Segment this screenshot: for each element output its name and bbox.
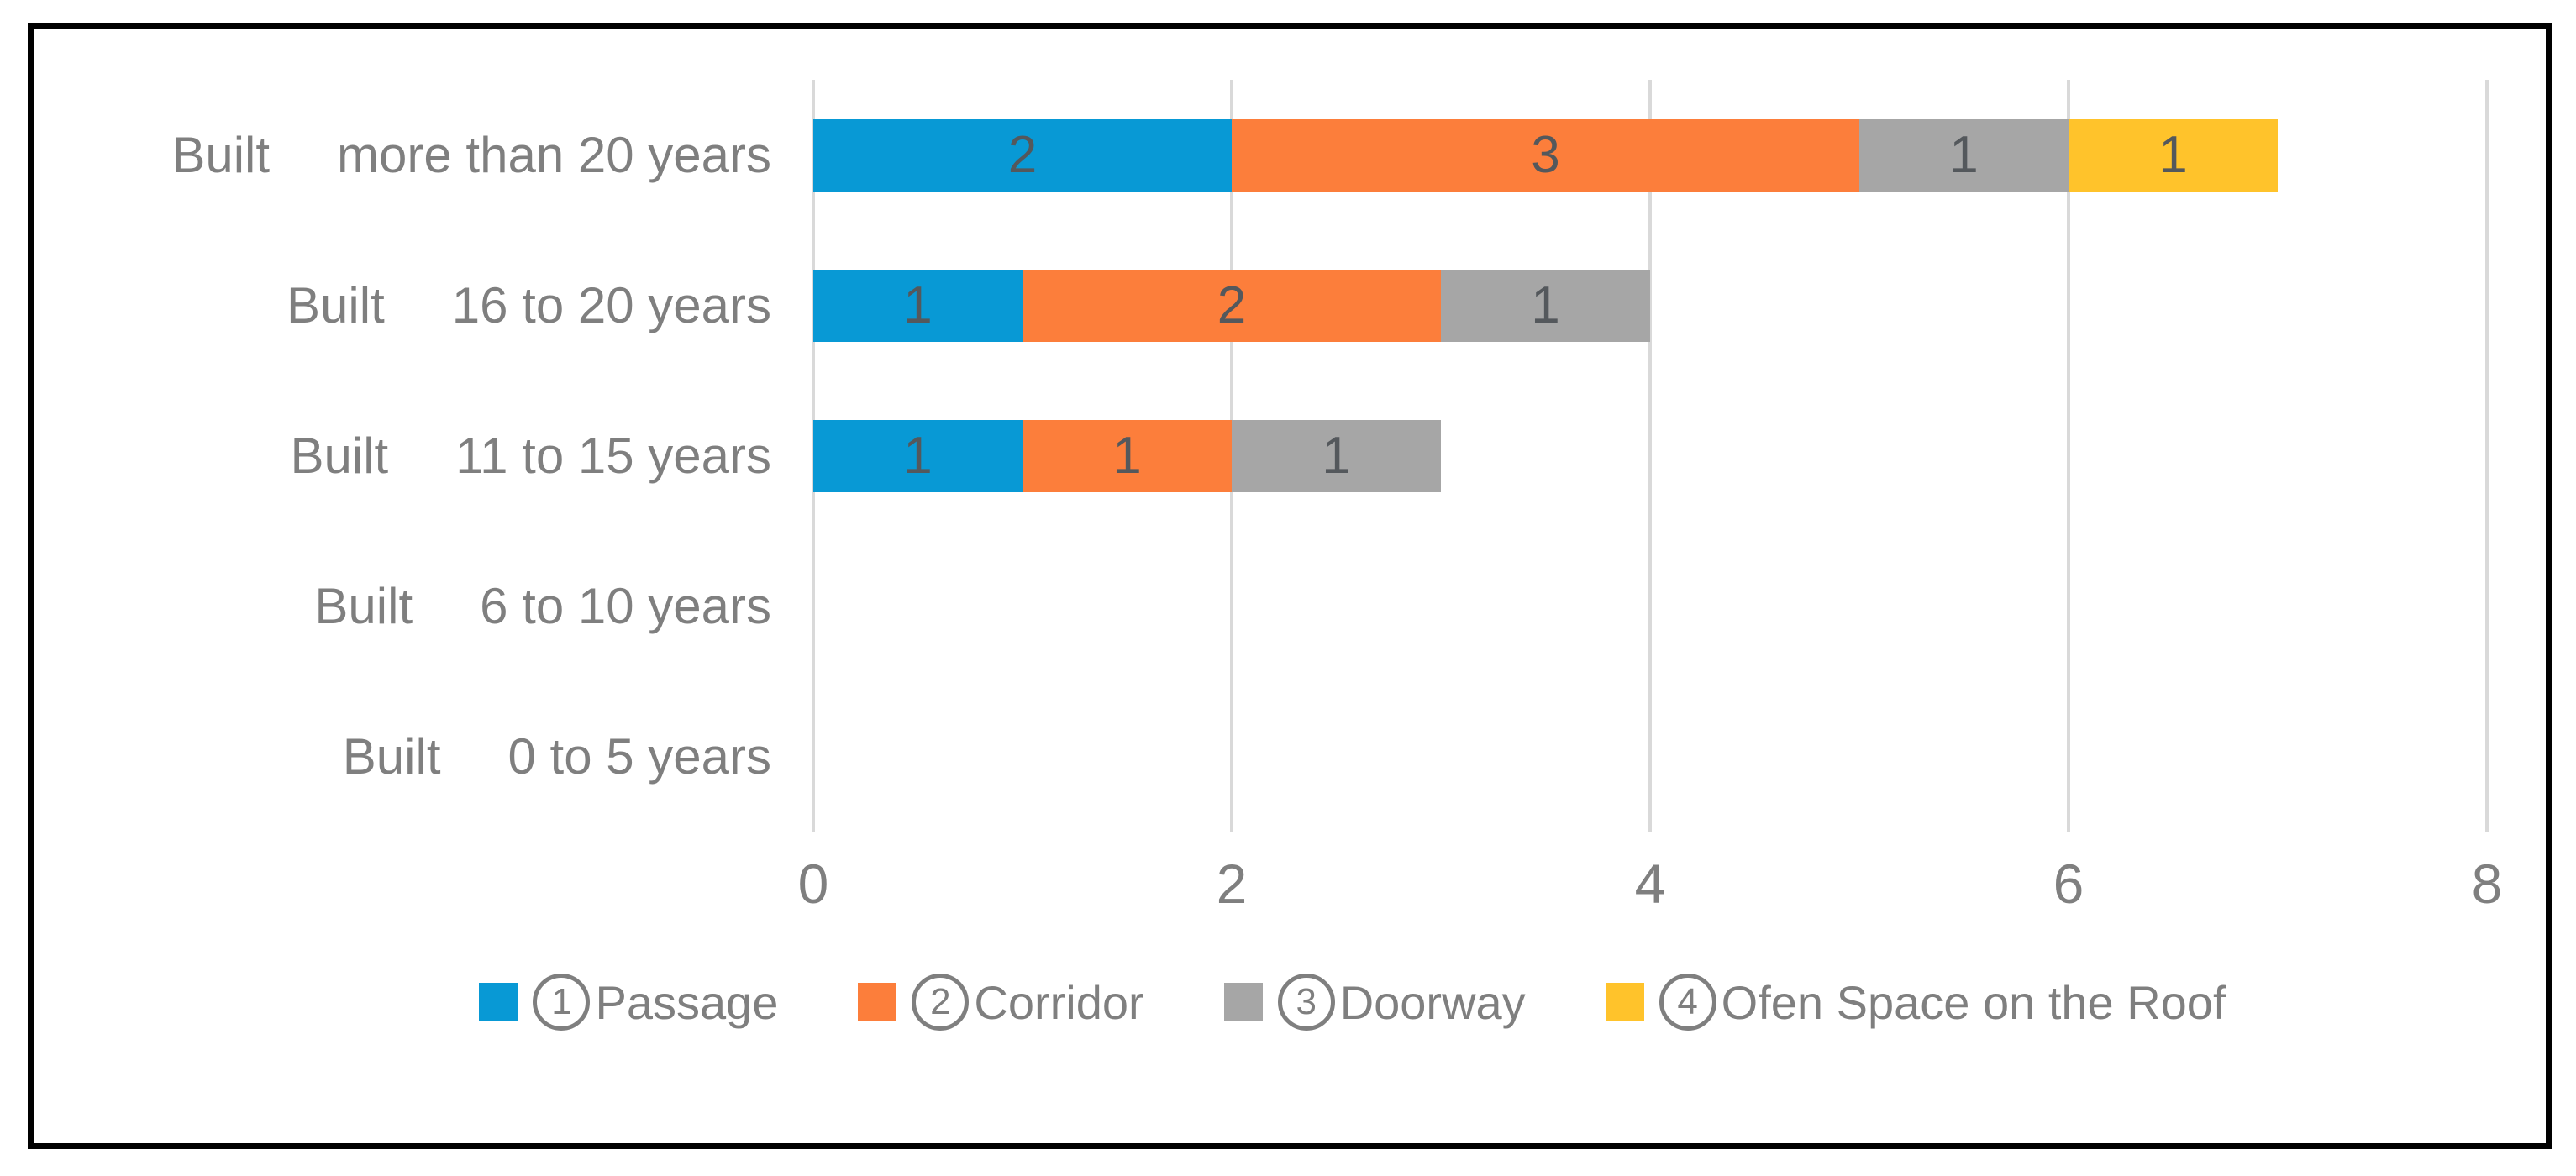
category-label-range: 11 to 15 years xyxy=(455,428,771,484)
legend-entry: 4 Ofen Space on the Roof xyxy=(1659,974,2226,1031)
category-label: Built 6 to 10 years xyxy=(34,531,771,681)
legend-item-doorway: 3 Doorway xyxy=(1223,974,1526,1031)
category-label-range: 0 to 5 years xyxy=(507,728,771,785)
legend-series-label: Doorway xyxy=(1339,975,1526,1029)
bar-segment-doorway: 1 xyxy=(1232,419,1441,492)
bar-stack: 1 2 1 xyxy=(813,269,2487,342)
category-label-prefix: Built xyxy=(287,277,385,333)
x-axis: 0 2 4 6 8 xyxy=(798,852,2503,927)
category-label-range: more than 20 years xyxy=(337,127,771,183)
category-label-prefix: Built xyxy=(290,428,389,484)
bar-stack: 2 3 1 1 xyxy=(813,118,2487,192)
legend-item-passage: 1 Passage xyxy=(479,974,778,1031)
legend-series-label: Ofen Space on the Roof xyxy=(1721,975,2226,1029)
legend-number-circle: 2 xyxy=(912,974,970,1031)
data-label: 2 xyxy=(1217,276,1247,334)
category-label-prefix: Built xyxy=(314,578,413,634)
legend-swatch-corridor xyxy=(858,983,897,1021)
legend-swatch-doorway xyxy=(1223,983,1263,1021)
bar-row: 1 1 1 xyxy=(813,381,2487,531)
legend-series-label: Corridor xyxy=(974,975,1144,1029)
legend: 1 Passage 2 Corridor 3 Doorway 4 Ofen Space on … xyxy=(34,974,2546,1031)
legend-number-circle: 4 xyxy=(1659,974,1716,1031)
bar-segment-corridor: 3 xyxy=(1232,118,1859,192)
legend-entry: 1 Passage xyxy=(533,974,778,1031)
bar-segment-doorway: 1 xyxy=(1441,269,1650,342)
chart-frame: Built more than 20 years Built 16 to 20 yea… xyxy=(28,23,2552,1149)
bar-segment-passage: 1 xyxy=(813,419,1023,492)
bar-segment-corridor: 2 xyxy=(1023,269,1441,342)
category-label: Built more than 20 years xyxy=(34,80,771,230)
category-axis: Built more than 20 years Built 16 to 20 yea… xyxy=(34,80,771,832)
bar-row xyxy=(813,531,2487,681)
bar-segment-passage: 2 xyxy=(813,118,1232,192)
plot-area: 2 3 1 1 1 2 1 1 1 1 xyxy=(812,80,2489,832)
bar-segment-passage: 1 xyxy=(813,269,1023,342)
gridline xyxy=(2485,80,2489,832)
bar-segment-doorway: 1 xyxy=(1859,118,2069,192)
category-label-prefix: Built xyxy=(171,127,271,183)
x-tick-label: 6 xyxy=(2053,853,2084,915)
gridline xyxy=(1648,80,1652,832)
bar-row: 1 2 1 xyxy=(813,230,2487,381)
data-label: 2 xyxy=(1007,126,1038,184)
legend-number-circle: 3 xyxy=(1277,974,1335,1031)
data-label: 1 xyxy=(1112,427,1142,485)
data-label: 1 xyxy=(1531,276,1560,334)
bar-row xyxy=(813,681,2487,832)
data-label: 1 xyxy=(1949,126,1979,184)
data-label: 1 xyxy=(903,276,933,334)
data-label: 1 xyxy=(1322,427,1351,485)
bar-stack xyxy=(813,570,2487,643)
bar-stack xyxy=(813,721,2487,793)
legend-entry: 3 Doorway xyxy=(1277,974,1526,1031)
gridline xyxy=(2067,80,2070,832)
legend-swatch-ofen-space-on-the-roof xyxy=(1605,983,1644,1021)
x-tick-label: 0 xyxy=(797,853,829,915)
bar-segment-ofen-space-on-the-roof: 1 xyxy=(2069,118,2278,192)
bar-segment-corridor: 1 xyxy=(1023,419,1232,492)
legend-item-corridor: 2 Corridor xyxy=(858,974,1144,1031)
legend-swatch-passage xyxy=(479,983,518,1021)
legend-number-circle: 1 xyxy=(533,974,591,1031)
category-label-prefix: Built xyxy=(342,728,441,785)
bar-stack: 1 1 1 xyxy=(813,419,2487,492)
legend-entry: 2 Corridor xyxy=(912,974,1144,1031)
category-label: Built 11 to 15 years xyxy=(34,381,771,531)
data-label: 1 xyxy=(2158,126,2188,184)
x-tick-label: 8 xyxy=(2471,853,2503,915)
category-label-range: 16 to 20 years xyxy=(451,277,771,333)
legend-series-label: Passage xyxy=(595,975,779,1029)
data-label: 1 xyxy=(903,427,933,485)
x-tick-label: 2 xyxy=(1216,853,1248,915)
category-label: Built 0 to 5 years xyxy=(34,681,771,832)
legend-item-ofen-space-on-the-roof: 4 Ofen Space on the Roof xyxy=(1605,974,2226,1031)
x-tick-label: 4 xyxy=(1634,853,1666,915)
data-label: 3 xyxy=(1531,126,1560,184)
category-label: Built 16 to 20 years xyxy=(34,230,771,381)
bar-row: 2 3 1 1 xyxy=(813,80,2487,230)
category-label-range: 6 to 10 years xyxy=(480,578,771,634)
